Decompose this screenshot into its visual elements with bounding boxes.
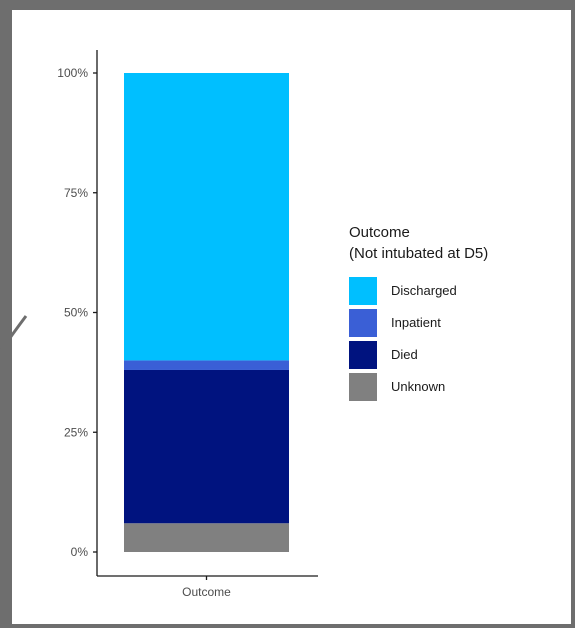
bar-segment-died <box>124 369 289 524</box>
y-tick-label: 100% <box>57 66 88 80</box>
y-tick-label: 50% <box>64 306 88 320</box>
legend-items: Discharged Inpatient Died Unknown <box>349 277 457 401</box>
x-axis-ticks: Outcome <box>182 576 231 599</box>
legend-title-line-1: Outcome <box>349 224 410 241</box>
y-tick-label: 75% <box>64 186 88 200</box>
chart-panel <box>12 10 571 624</box>
legend-label-unknown: Unknown <box>391 379 445 394</box>
legend-label-inpatient: Inpatient <box>391 315 441 330</box>
legend-swatch-unknown <box>349 373 377 401</box>
legend-swatch-died <box>349 341 377 369</box>
y-tick-label: 25% <box>64 425 88 439</box>
bar-segment-inpatient <box>124 360 289 370</box>
legend-title-line-2: (Not intubated at D5) <box>349 245 488 262</box>
bars-group <box>124 73 289 552</box>
y-axis-ticks: 0% 25% 50% 75% 100% <box>57 66 97 559</box>
bar-segment-unknown <box>124 523 289 552</box>
legend-swatch-inpatient <box>349 309 377 337</box>
y-tick-label: 0% <box>71 545 89 559</box>
legend-label-died: Died <box>391 347 418 362</box>
legend: Outcome (Not intubated at D5) Discharged… <box>349 224 488 401</box>
legend-swatch-discharged <box>349 277 377 305</box>
bar-segment-discharged <box>124 73 289 361</box>
x-tick-label: Outcome <box>182 585 231 599</box>
legend-label-discharged: Discharged <box>391 283 457 298</box>
